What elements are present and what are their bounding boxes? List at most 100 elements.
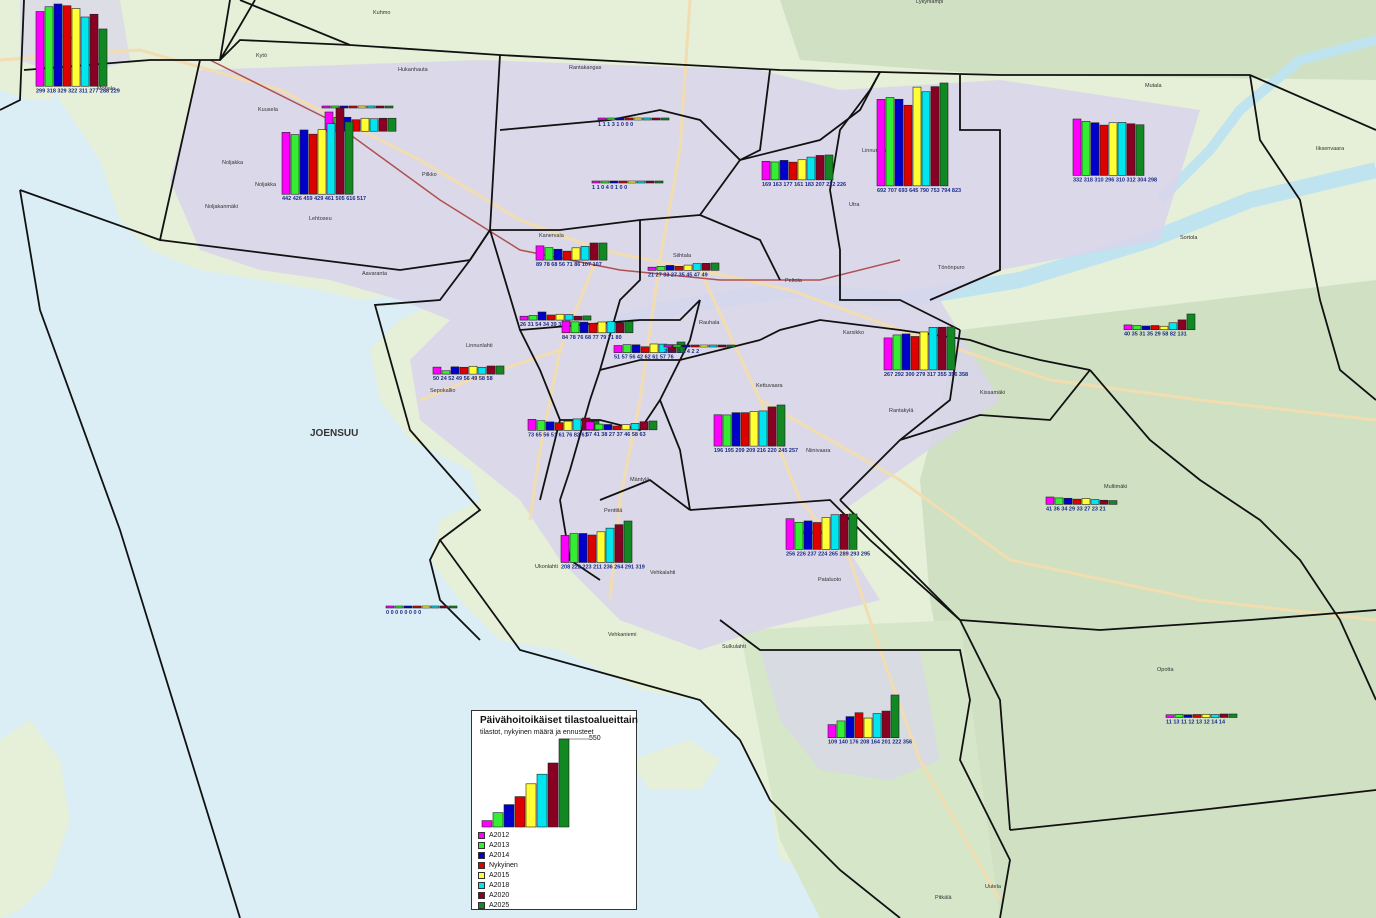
bar	[580, 246, 590, 261]
data-label: 692 707 693 645 790 753 794 823	[877, 188, 961, 194]
bar	[98, 28, 108, 87]
bar	[535, 245, 545, 261]
bar	[369, 118, 379, 132]
bar	[555, 313, 565, 321]
legend-swatch	[478, 871, 485, 879]
legend-title: Päivähoitoikäiset tilastoalueittain	[480, 715, 638, 726]
bar	[633, 117, 643, 121]
bar	[600, 180, 610, 184]
bar	[1045, 496, 1055, 505]
bar	[812, 522, 822, 550]
bar	[854, 712, 864, 739]
data-label: 1 1 0 4 0 1 0 0	[592, 185, 627, 191]
bar	[606, 321, 616, 334]
bar	[731, 412, 741, 447]
legend-bar	[547, 762, 559, 828]
place-label: Sulkulahti	[722, 644, 746, 650]
district-chart-c21: 196 195 209 209 216 220 245 257	[713, 404, 798, 454]
bar	[585, 421, 595, 431]
bar	[572, 418, 582, 431]
bar	[1072, 498, 1082, 505]
bar	[726, 344, 736, 348]
place-label: Tönönpuro	[938, 265, 965, 271]
legend-item: A2013	[478, 841, 518, 851]
legend-item: Nykyinen	[478, 861, 518, 871]
legend-item: A2015	[478, 871, 518, 881]
bar	[930, 86, 940, 187]
place-label: Multimäki	[1104, 484, 1127, 490]
bar	[624, 321, 634, 334]
bar	[1054, 497, 1064, 505]
legend-bar-chart	[481, 738, 590, 828]
bar	[35, 11, 45, 87]
bar	[636, 180, 646, 184]
urban-south	[760, 650, 940, 780]
place-label: Linnunlahti	[466, 343, 493, 349]
place-label: Vehkaniemi	[608, 632, 636, 638]
legend-max-value: 550	[589, 735, 601, 742]
bar	[1099, 124, 1109, 176]
bar	[569, 533, 579, 563]
bar	[901, 333, 911, 371]
bar	[639, 421, 649, 431]
bar	[403, 605, 413, 609]
district-chart-c11: 21 27 33 27 35 45 47 49	[647, 262, 720, 278]
bar	[53, 3, 63, 87]
bar	[1141, 325, 1151, 331]
place-label: Karsikko	[843, 330, 864, 336]
bar	[767, 406, 777, 447]
bar	[597, 321, 607, 334]
bar	[89, 13, 99, 87]
bar	[779, 160, 789, 181]
place-label: JOENSUU	[310, 428, 358, 439]
place-label: Vehkalahti	[650, 570, 675, 576]
bar	[344, 121, 354, 195]
data-label: 40 35 31 35 29 58 82 131	[1124, 332, 1187, 338]
district-chart-c24: 208 222 223 211 236 264 291 319	[560, 520, 645, 570]
forest-east	[920, 280, 1376, 918]
district-chart-c10: 89 78 68 56 71 86 107 107	[535, 242, 608, 268]
bar	[582, 315, 592, 321]
data-label: 21 27 33 27 35 45 47 49	[648, 272, 708, 278]
bar	[1099, 499, 1109, 505]
bar	[824, 154, 834, 181]
place-label: Mäntylä	[630, 477, 650, 483]
bar	[656, 265, 666, 271]
bar	[385, 605, 395, 609]
bar	[794, 521, 804, 550]
bar	[1192, 714, 1202, 718]
bar	[618, 180, 628, 184]
bar	[579, 321, 589, 334]
bar	[1108, 122, 1118, 176]
bar	[630, 423, 640, 431]
bar	[554, 422, 564, 431]
bar	[281, 132, 291, 195]
bar	[903, 104, 913, 187]
bar	[589, 242, 599, 261]
bar	[387, 117, 397, 132]
legend-subtitle: tilastot, nykyinen määrä ja ennusteet	[480, 729, 594, 736]
bar	[642, 117, 652, 121]
data-label: 299 318 329 322 311 277 288 229	[36, 88, 120, 94]
bar	[612, 425, 622, 431]
place-label: Pilkko	[422, 172, 437, 178]
bar	[357, 105, 367, 109]
place-label: Linnunlahti	[862, 148, 889, 154]
place-label: Noljakanmäki	[205, 204, 238, 210]
place-label: Noljakka	[255, 182, 277, 188]
bar	[71, 8, 81, 87]
bar	[627, 180, 637, 184]
bar	[348, 105, 358, 109]
bar	[845, 716, 855, 739]
bar	[1117, 122, 1127, 176]
district-chart-c26: 109 140 176 208 164 201 222 356	[827, 694, 912, 746]
bar	[1219, 713, 1229, 718]
bar	[946, 326, 956, 371]
district-chart-c7: 169 163 177 161 183 207 222 226	[761, 154, 846, 188]
bar	[441, 370, 451, 375]
bar	[937, 326, 947, 371]
data-label: 73 65 56 51 61 76 82 61	[528, 432, 588, 438]
data-label: 11 13 11 12 13 12 14 14	[1166, 720, 1226, 726]
legend-swatch	[478, 881, 485, 889]
